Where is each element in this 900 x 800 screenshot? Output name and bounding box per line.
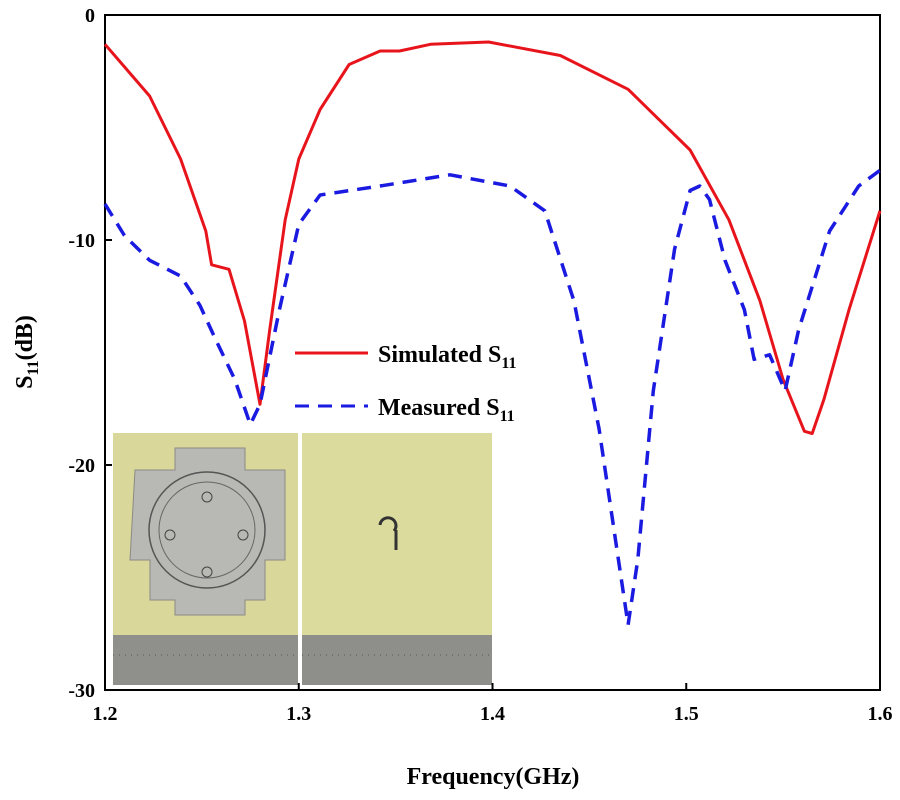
antenna-photo-inset [113, 433, 492, 685]
antenna-back-photo [302, 433, 492, 685]
legend: Simulated S11 Measured S11 [295, 342, 517, 425]
x-tick-label: 1.2 [93, 703, 118, 725]
series-line-measured-s11 [103, 168, 882, 627]
y-tick-label: -30 [68, 680, 95, 702]
x-tick-label: 1.5 [674, 703, 699, 725]
legend-label: Measured S11 [378, 395, 515, 425]
x-tick-label: 1.6 [868, 703, 893, 725]
y-axis-label-unit: (dB) [12, 315, 38, 360]
y-axis-label-sub: 11 [25, 360, 42, 375]
series-line-simulated-s11 [103, 40, 882, 435]
y-tick-label: -10 [68, 230, 95, 252]
antenna-front-photo [113, 433, 298, 685]
y-tick-label: -20 [68, 455, 95, 477]
x-tick-label: 1.4 [480, 703, 505, 725]
y-axis-label-main: S [12, 376, 38, 389]
x-tick-label: 1.3 [286, 703, 311, 725]
x-axis-label: Frequency(GHz) [407, 764, 580, 790]
y-tick-label: 0 [85, 5, 95, 27]
y-axis-label: S11(dB) [12, 315, 42, 389]
legend-label: Simulated S11 [378, 342, 517, 372]
